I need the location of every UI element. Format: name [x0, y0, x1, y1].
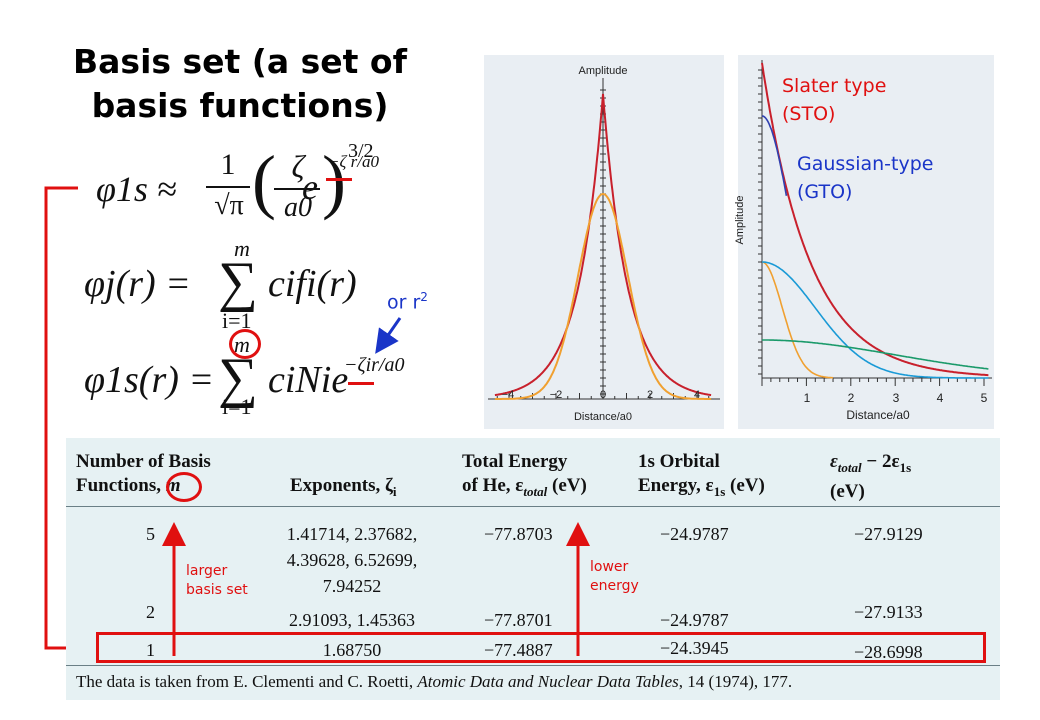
header-difference: εtotal − 2ε1s (eV): [830, 451, 912, 502]
eq1-inner-num: ζ: [291, 148, 305, 184]
sto-label: Slater type (STO): [782, 75, 887, 125]
cell-exponents: 7.94252: [322, 576, 382, 596]
plot-right-tick-label: 5: [981, 391, 988, 405]
cell-exponents: 4.39628, 6.52699,: [286, 550, 418, 570]
plot-right-gto-cyan: [762, 261, 989, 379]
plot-left-tick-label: 2: [647, 389, 653, 401]
eq2-lhs: φj(r) =: [84, 263, 191, 305]
eq3-body: ciNie: [268, 359, 349, 401]
eq2-sum-top: m: [234, 236, 250, 261]
plot-left-tick-label: −2: [550, 389, 563, 401]
plot-left-tick-label: −4: [502, 389, 515, 401]
eq3-exponent-underline: [348, 382, 374, 385]
or-r2-note: or r2: [387, 290, 428, 314]
header-orbital-energy: 1s Orbital Energy, ε1s (eV): [638, 451, 765, 499]
plot-right-tick-label: 4: [937, 391, 944, 405]
eq1-exp-base: e: [302, 167, 318, 207]
plot-right-sto-curve: [761, 62, 989, 377]
m-highlight-circle: [229, 329, 261, 359]
or-r2-arrow: [375, 317, 402, 354]
basis-set-table: [66, 438, 1000, 700]
gto-label: Gaussian-type (GTO): [797, 153, 934, 203]
plot-left-gto-curve: [494, 192, 712, 400]
eq1-power: 3/2: [348, 140, 374, 162]
eq1-left-paren: (: [252, 141, 276, 221]
cell-orbital-energy: −24.3945: [660, 638, 729, 658]
eq1-frac-num: 1: [220, 148, 236, 181]
eq1-exponent-underline: [326, 178, 352, 181]
header-exponents: Exponents, ζi: [290, 475, 397, 499]
eq1-frac-bar: [206, 186, 250, 188]
plot-left-ylabel: Amplitude: [579, 65, 628, 77]
cell-orbital-energy: −24.9787: [660, 524, 729, 544]
plot-left-xlabel: Distance/a0: [574, 411, 632, 423]
eq2-sum-bottom: i=1: [222, 308, 252, 333]
eq2-body: cifi(r): [268, 263, 357, 305]
cell-difference: −28.6998: [854, 642, 923, 662]
plot-left-tick-label: 0: [600, 389, 606, 401]
lower-energy-label: lower energy: [590, 559, 639, 594]
table-bottom-rule: [66, 665, 1000, 666]
eq2-sigma: ∑: [218, 251, 258, 313]
plot-left-sto-curve: [494, 93, 712, 397]
plot-right-panel: [738, 55, 994, 429]
row-m1-highlight-box: [96, 632, 986, 663]
plot-right-gto-orange: [762, 261, 834, 379]
header-num-basis: Number of Basis Functions, m: [76, 451, 211, 496]
eq1-inner-bar: [274, 188, 320, 190]
table-header-rule: [66, 506, 1000, 507]
m-header-circle: [166, 472, 202, 502]
eq3-exponent: −ζir/a0: [344, 354, 405, 376]
eq3-sum-bottom: i=1: [222, 394, 252, 419]
header-total-energy: Total Energy of He, εtotal (eV): [462, 451, 587, 499]
larger-basis-label: larger basis set: [186, 563, 248, 598]
eq1-inner-den: a0: [284, 192, 312, 223]
eq1-right-paren: ): [322, 141, 346, 221]
eq1-exponent: −ζ r/a0: [328, 152, 379, 171]
cell-m: 2: [146, 602, 155, 622]
plot-right-tick-label: 3: [893, 391, 900, 405]
plot-right-xlabel: Distance/a0: [846, 408, 910, 422]
cell-exponents: 1.41714, 2.37682,: [286, 524, 418, 544]
plot-right-gto-top: [761, 115, 788, 196]
plot-right-gto-green: [762, 339, 989, 370]
eq3-lhs: φ1s(r) =: [84, 359, 215, 401]
eq1-lhs: φ1s ≈: [96, 169, 177, 209]
cell-total-energy: −77.8701: [484, 610, 553, 630]
table-footnote: The data is taken from E. Clementi and C…: [76, 672, 793, 691]
cell-difference: −27.9129: [854, 524, 923, 544]
plot-right-ticks: [758, 69, 985, 386]
plot-left-tick-label: 4: [694, 389, 700, 401]
cell-exponents: 1.68750: [322, 640, 382, 660]
cell-difference: −27.9133: [854, 602, 923, 622]
slide-title: Basis set (a set of basis functions): [73, 42, 407, 125]
cell-total-energy: −77.8703: [484, 524, 553, 544]
cell-total-energy: −77.4887: [484, 640, 553, 660]
plot-right-tick-label: 2: [848, 391, 855, 405]
cell-exponents: 2.91093, 1.45363: [289, 610, 415, 630]
eq1-frac-den: √π: [214, 190, 244, 221]
plot-right-ylabel: Amplitude: [734, 196, 746, 245]
plot-right-tick-label: 1: [804, 391, 811, 405]
cell-m: 1: [146, 640, 155, 660]
cell-orbital-energy: −24.9787: [660, 610, 729, 630]
cell-m: 5: [146, 524, 155, 544]
